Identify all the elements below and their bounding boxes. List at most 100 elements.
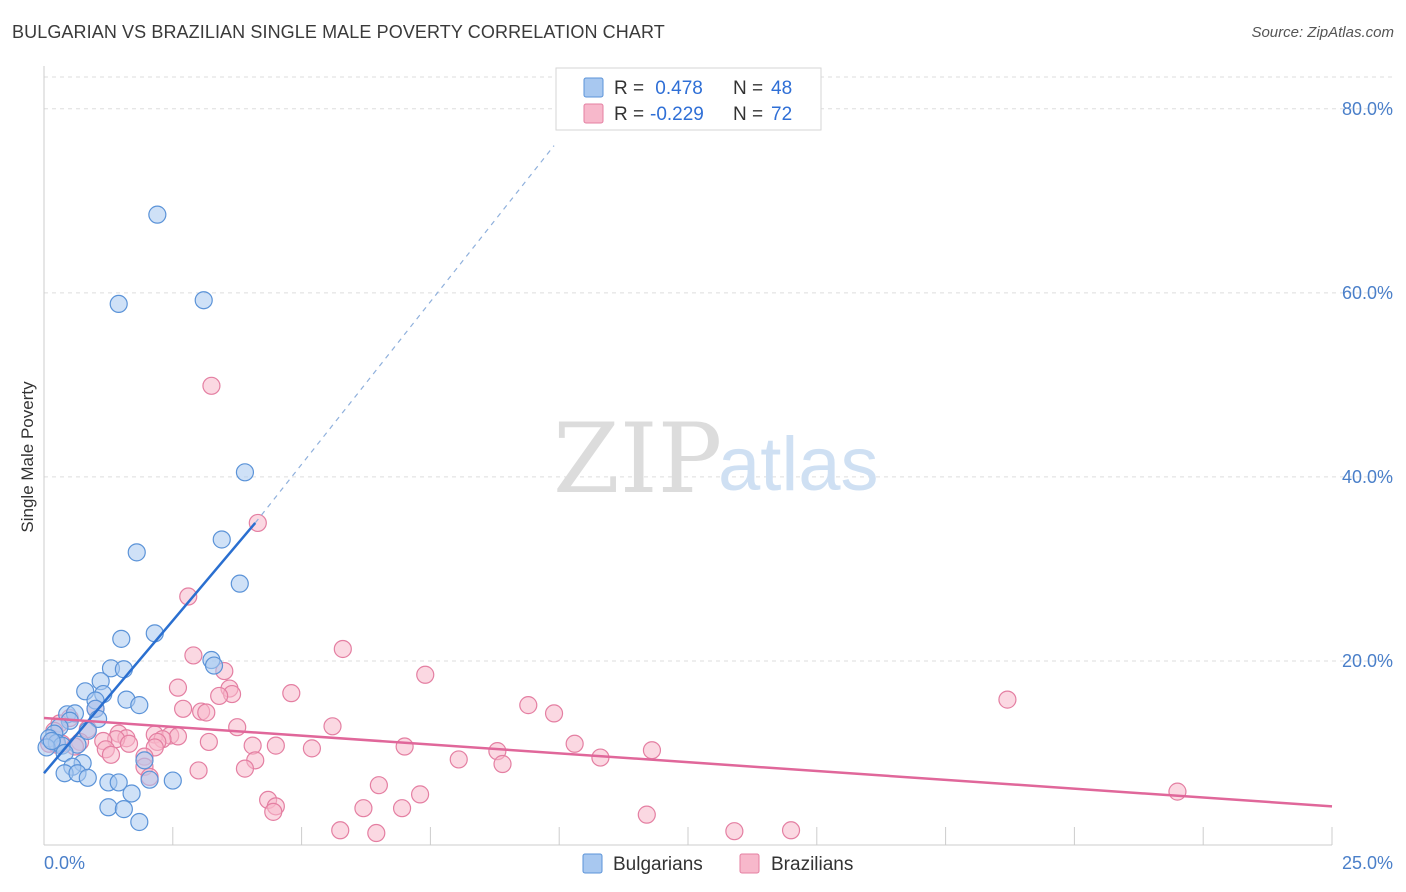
y-tick-label-2: 60.0% <box>1342 283 1393 303</box>
brazilian-point-1 <box>248 513 267 533</box>
brazilian-point-67 <box>264 802 283 821</box>
legend-n-label-bulgarians: N = <box>733 78 763 99</box>
brazilian-point-50 <box>101 745 121 764</box>
trend-line-bulgarians <box>43 522 257 775</box>
brazilian-point-0 <box>202 376 221 395</box>
y-tick-label-0: 20.0% <box>1342 651 1393 671</box>
brazilian-point-62 <box>1168 782 1187 801</box>
legend-r-value-brazilians: -0.229 <box>650 104 704 125</box>
bulgarian-point-32 <box>42 731 61 751</box>
brazilian-point-17 <box>174 699 193 718</box>
bulgarian-point-41 <box>163 771 182 790</box>
bulgarian-point-8 <box>112 629 131 648</box>
bulgarian-point-18 <box>130 696 149 715</box>
legend-r-value-bulgarians: 0.478 <box>650 78 703 99</box>
y-tick-label-3: 80.0% <box>1342 99 1393 119</box>
y-tick-label-1: 40.0% <box>1342 467 1393 487</box>
bottom-legend-swatch-bulgarians <box>582 853 603 874</box>
legend-n-label-brazilians: N = <box>733 104 763 125</box>
y-tick-labels: 20.0% 40.0% 60.0% 80.0% <box>1342 99 1393 671</box>
x-tick-label-0: 0.0% <box>44 853 85 873</box>
legend-swatch-brazilians <box>583 103 604 124</box>
trend-line-brazilians <box>43 716 1333 808</box>
trend-line-bulgarians-extension <box>254 145 555 524</box>
brazilian-point-14 <box>544 704 564 723</box>
brazilian-point-66 <box>392 799 412 818</box>
legend-swatch-bulgarians <box>583 77 604 98</box>
legend-r-label-bulgarians: R = <box>614 78 644 99</box>
brazilian-point-46 <box>302 739 322 758</box>
brazilian-point-34 <box>199 732 218 752</box>
brazilian-point-65 <box>354 799 373 818</box>
bulgarian-point-36 <box>135 751 154 770</box>
bulgarian-point-44 <box>122 784 141 803</box>
axes <box>43 66 1333 846</box>
series-legend: Bulgarians Brazilians <box>582 853 853 875</box>
brazilian-point-28 <box>168 727 188 746</box>
bulgarian-point-1 <box>109 294 128 313</box>
brazilian-point-40 <box>119 734 139 753</box>
bulgarian-point-0 <box>148 205 167 224</box>
brazilian-point-71 <box>725 822 744 841</box>
brazilian-point-61 <box>410 785 430 804</box>
brazilian-point-47 <box>642 741 662 760</box>
brazilian-point-44 <box>565 734 584 753</box>
brazilian-point-7 <box>168 678 188 697</box>
legend-n-value-bulgarians: 48 <box>771 78 792 99</box>
brazilian-point-53 <box>449 750 468 769</box>
brazilian-point-45 <box>395 737 414 756</box>
trend-lines <box>43 145 1333 808</box>
series-brazilians <box>40 376 1187 843</box>
brazilian-point-3 <box>333 639 352 659</box>
brazilian-point-22 <box>228 718 247 737</box>
brazilian-point-16 <box>197 703 216 722</box>
brazilian-point-2 <box>179 587 198 606</box>
bulgarian-point-2 <box>194 291 213 310</box>
bulgarian-point-43 <box>109 773 128 792</box>
bulgarian-point-40 <box>140 770 159 789</box>
gridlines <box>44 76 1392 662</box>
source-label: Source: ZipAtlas.com <box>1251 24 1394 41</box>
bottom-legend-label-brazilians: Brazilians <box>771 854 853 875</box>
bulgarian-point-45 <box>99 798 118 817</box>
chart-title: BULGARIAN VS BRAZILIAN SINGLE MALE POVER… <box>12 22 665 42</box>
brazilian-point-6 <box>416 665 435 684</box>
brazilian-point-68 <box>637 805 656 824</box>
brazilian-point-60 <box>369 776 388 795</box>
watermark: ZIP atlas <box>553 403 879 515</box>
bottom-legend-swatch-brazilians <box>739 853 760 874</box>
brazilian-point-69 <box>331 821 350 840</box>
bulgarian-point-39 <box>78 768 97 787</box>
brazilian-point-4 <box>184 646 203 665</box>
bulgarian-point-3 <box>235 463 255 482</box>
bulgarian-point-10 <box>204 656 224 675</box>
brazilian-point-9 <box>282 684 301 703</box>
x-tick-labels: 0.0% 25.0% <box>44 853 1393 873</box>
watermark-atlas: atlas <box>718 422 879 507</box>
brazilian-point-57 <box>189 761 208 780</box>
brazilian-point-13 <box>519 696 538 715</box>
brazilian-point-58 <box>235 759 255 778</box>
brazilian-point-12 <box>998 690 1017 709</box>
brazilian-point-21 <box>323 717 342 736</box>
bottom-legend-label-bulgarians: Bulgarians <box>613 854 703 875</box>
x-tick-label-1: 25.0% <box>1342 853 1393 873</box>
brazilian-point-11 <box>210 686 229 706</box>
bulgarian-point-46 <box>114 800 133 819</box>
brazilian-point-42 <box>243 736 262 755</box>
bulgarian-point-12 <box>114 660 133 679</box>
bulgarian-point-47 <box>130 812 149 832</box>
legend-n-value-brazilians: 72 <box>771 104 792 125</box>
bulgarian-point-33 <box>55 743 74 763</box>
bulgarian-point-4 <box>212 530 231 549</box>
watermark-zip: ZIP <box>553 403 722 515</box>
brazilian-point-43 <box>266 736 285 755</box>
brazilian-point-55 <box>493 754 512 774</box>
brazilian-point-70 <box>367 823 386 843</box>
bulgarian-point-6 <box>230 574 249 593</box>
correlation-legend: R = 0.478 N = 48 R = -0.229 N = 72 <box>555 67 822 131</box>
legend-r-label-brazilians: R = <box>614 104 644 125</box>
brazilian-point-72 <box>781 821 801 840</box>
bulgarian-point-5 <box>127 543 146 562</box>
